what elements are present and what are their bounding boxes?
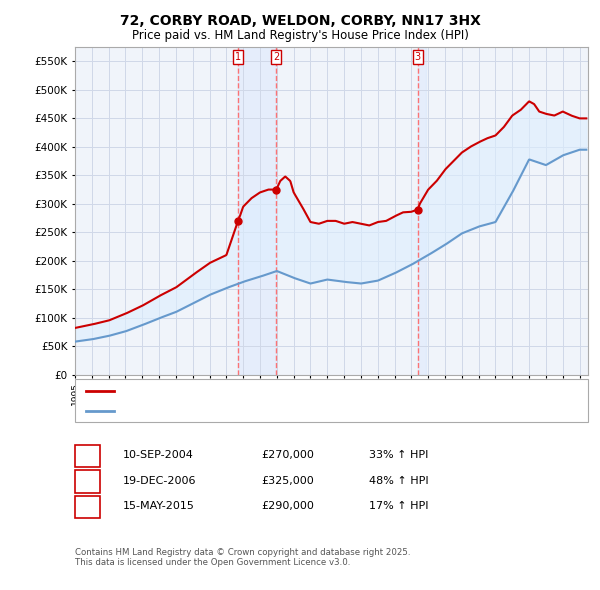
- Text: 72, CORBY ROAD, WELDON, CORBY, NN17 3HX (detached house): 72, CORBY ROAD, WELDON, CORBY, NN17 3HX …: [118, 386, 443, 396]
- Bar: [418, 47, 426, 375]
- Text: 33% ↑ HPI: 33% ↑ HPI: [369, 451, 428, 460]
- Text: £325,000: £325,000: [261, 476, 314, 486]
- Text: £290,000: £290,000: [261, 502, 314, 511]
- Text: 48% ↑ HPI: 48% ↑ HPI: [369, 476, 428, 486]
- Text: HPI: Average price, detached house, North Northamptonshire: HPI: Average price, detached house, Nort…: [118, 407, 424, 416]
- Text: Price paid vs. HM Land Registry's House Price Index (HPI): Price paid vs. HM Land Registry's House …: [131, 29, 469, 42]
- Text: 2: 2: [84, 476, 91, 486]
- Text: 72, CORBY ROAD, WELDON, CORBY, NN17 3HX: 72, CORBY ROAD, WELDON, CORBY, NN17 3HX: [119, 14, 481, 28]
- Text: 17% ↑ HPI: 17% ↑ HPI: [369, 502, 428, 511]
- Text: £270,000: £270,000: [261, 451, 314, 460]
- Text: 15-MAY-2015: 15-MAY-2015: [123, 502, 195, 511]
- Text: 3: 3: [84, 502, 91, 511]
- Text: 3: 3: [415, 52, 421, 62]
- Text: 19-DEC-2006: 19-DEC-2006: [123, 476, 197, 486]
- Text: 10-SEP-2004: 10-SEP-2004: [123, 451, 194, 460]
- Text: 1: 1: [84, 451, 91, 460]
- Text: 2: 2: [273, 52, 280, 62]
- Text: 1: 1: [235, 52, 241, 62]
- Bar: [238, 47, 277, 375]
- Text: Contains HM Land Registry data © Crown copyright and database right 2025.
This d: Contains HM Land Registry data © Crown c…: [75, 548, 410, 567]
